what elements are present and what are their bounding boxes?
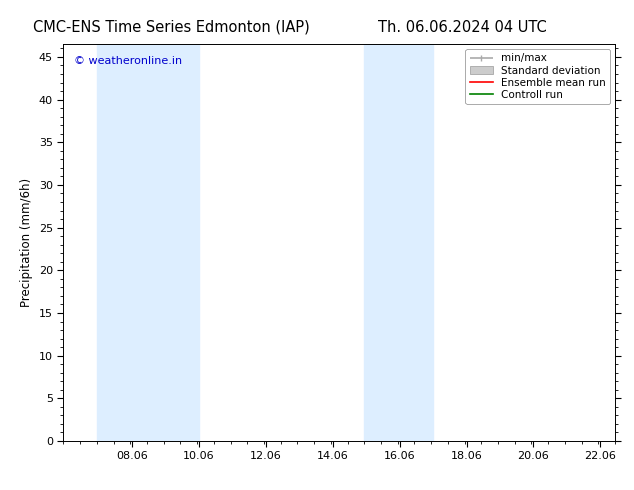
Text: © weatheronline.in: © weatheronline.in xyxy=(74,56,183,66)
Text: CMC-ENS Time Series Edmonton (IAP): CMC-ENS Time Series Edmonton (IAP) xyxy=(33,20,309,35)
Bar xyxy=(365,44,433,441)
Bar xyxy=(97,44,199,441)
Legend: min/max, Standard deviation, Ensemble mean run, Controll run: min/max, Standard deviation, Ensemble me… xyxy=(465,49,610,104)
Y-axis label: Precipitation (mm/6h): Precipitation (mm/6h) xyxy=(20,178,34,307)
Text: Th. 06.06.2024 04 UTC: Th. 06.06.2024 04 UTC xyxy=(378,20,547,35)
